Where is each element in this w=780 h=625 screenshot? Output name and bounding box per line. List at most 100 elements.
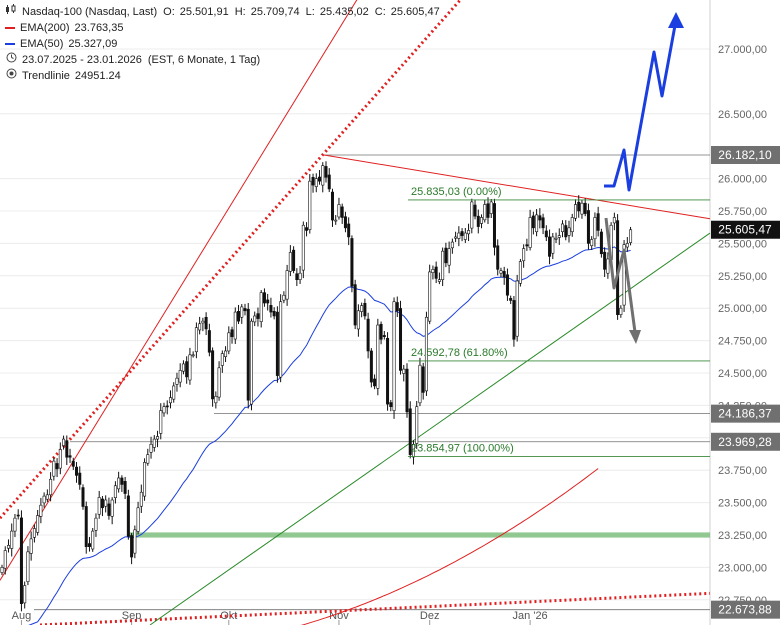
candle-body xyxy=(619,307,623,315)
candle-body xyxy=(340,206,344,218)
y-tick-label: 23.000,00 xyxy=(718,562,767,574)
candle-body xyxy=(512,300,516,340)
candle-body xyxy=(379,323,383,340)
open-label: O: xyxy=(163,6,175,18)
candle-body xyxy=(522,248,526,262)
candle-body xyxy=(191,354,195,357)
candle-body xyxy=(298,272,302,280)
x-tick-label: Nov xyxy=(329,610,349,622)
candle-body xyxy=(194,327,198,353)
candle-body xyxy=(227,332,231,352)
candle-body xyxy=(538,215,542,221)
candle-body xyxy=(599,231,603,255)
candle-body xyxy=(162,406,166,414)
candle-body xyxy=(75,466,79,476)
candle-body xyxy=(525,244,529,247)
candle-body xyxy=(217,367,221,398)
candle-body xyxy=(454,236,458,239)
support-zone xyxy=(128,532,710,538)
x-tick-label: Jan '26 xyxy=(513,610,548,622)
trendline-value: 24951.24 xyxy=(74,70,121,82)
candle-body xyxy=(253,315,257,323)
candle-body xyxy=(518,261,522,284)
candle-body xyxy=(535,214,539,233)
candle-body xyxy=(136,507,140,532)
y-tick-label: 27.000,00 xyxy=(718,44,767,56)
moving-averages xyxy=(28,246,631,625)
candle-body xyxy=(285,270,289,300)
candle-body xyxy=(233,311,237,340)
candle-body xyxy=(16,514,20,517)
price-axis: 22.500,0022.750,0023.000,0023.250,0023.5… xyxy=(709,0,767,625)
high-value: 25.709,74 xyxy=(250,6,300,18)
candle-body xyxy=(3,550,7,569)
bearish-projection-path xyxy=(604,217,637,333)
candle-body xyxy=(625,243,629,248)
price-label-box xyxy=(711,600,780,619)
candle-body xyxy=(117,477,121,490)
trendline-label: Trendlinie xyxy=(22,70,70,82)
legend-ema200-row: EMA(200) 23.763,35 xyxy=(4,20,440,36)
candle-body xyxy=(308,180,312,230)
candlesticks xyxy=(0,161,633,612)
candle-body xyxy=(392,301,396,411)
x-tick-label: Aug xyxy=(12,610,32,622)
bullish-arrow-head xyxy=(668,12,684,28)
candle-body xyxy=(62,438,66,446)
candle-body xyxy=(450,241,454,249)
candle-body xyxy=(382,335,386,338)
candle-body xyxy=(509,298,513,301)
candle-body xyxy=(58,449,62,469)
candle-body xyxy=(39,504,43,517)
chart-legend: Nasdaq-100 (Nasdaq, Last) O: 25.501,91 H… xyxy=(4,4,440,84)
candle-body xyxy=(528,217,532,248)
y-tick-label: 25.750,00 xyxy=(718,206,767,218)
candle-body xyxy=(353,284,357,326)
candle-body xyxy=(45,494,49,500)
close-value: 25.605,47 xyxy=(390,6,440,18)
candle-body xyxy=(457,232,461,239)
high-label: H: xyxy=(234,6,246,18)
candle-body xyxy=(32,528,36,538)
candle-body xyxy=(386,337,390,405)
candle-body xyxy=(622,244,626,306)
candle-body xyxy=(629,229,633,243)
price-label-text: 22.673,88 xyxy=(718,603,772,617)
fib-level-label: 25.835,03 (0.00%) xyxy=(411,186,502,198)
candle-body xyxy=(87,543,91,547)
candle-body xyxy=(366,318,370,352)
candle-body xyxy=(483,204,487,221)
candle-body xyxy=(489,201,493,214)
low-label: L: xyxy=(305,6,315,18)
candle-body xyxy=(240,306,244,318)
candle-body xyxy=(211,350,215,400)
price-label-text: 24.186,37 xyxy=(718,407,772,421)
candle-body xyxy=(480,217,484,224)
candle-body xyxy=(292,249,296,271)
candle-body xyxy=(84,506,88,547)
y-tick-label: 23.500,00 xyxy=(718,498,767,510)
candle-body xyxy=(214,396,218,404)
bearish-arrow-head xyxy=(629,330,641,344)
candle-body xyxy=(279,301,283,378)
candle-body xyxy=(188,354,192,381)
candle-body xyxy=(408,408,412,455)
y-tick-label: 23.750,00 xyxy=(718,465,767,477)
candle-body xyxy=(447,248,451,266)
price-label-box xyxy=(711,145,780,164)
ema200-swatch xyxy=(5,27,15,29)
candle-body xyxy=(583,202,587,214)
candle-body xyxy=(314,178,318,187)
fibonacci-levels: 25.835,03 (0.00%) 24.592,78 (61.80%) 23.85… xyxy=(408,186,710,458)
candle-body xyxy=(492,203,496,248)
candle-body xyxy=(19,517,23,604)
candle-body xyxy=(139,491,143,507)
candle-body xyxy=(561,223,565,233)
candle-body xyxy=(262,292,266,304)
candle-body xyxy=(324,166,328,178)
candle-body xyxy=(29,538,33,554)
candle-body xyxy=(573,204,577,219)
ema50-value: 25.327,09 xyxy=(68,38,118,50)
candle-body xyxy=(10,530,14,549)
candle-body xyxy=(369,350,373,383)
